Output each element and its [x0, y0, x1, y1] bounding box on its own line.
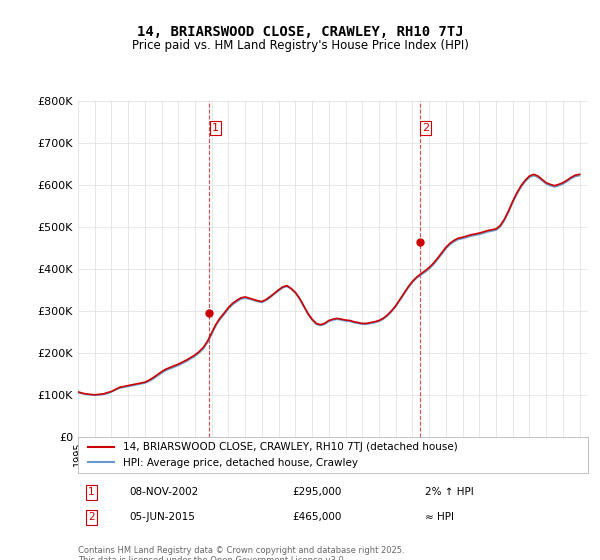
Legend: 14, BRIARSWOOD CLOSE, CRAWLEY, RH10 7TJ (detached house), HPI: Average price, de: 14, BRIARSWOOD CLOSE, CRAWLEY, RH10 7TJ … — [83, 437, 463, 473]
Text: 14, BRIARSWOOD CLOSE, CRAWLEY, RH10 7TJ: 14, BRIARSWOOD CLOSE, CRAWLEY, RH10 7TJ — [137, 25, 463, 39]
Text: Contains HM Land Registry data © Crown copyright and database right 2025.
This d: Contains HM Land Registry data © Crown c… — [78, 546, 404, 560]
Text: 08-NOV-2002: 08-NOV-2002 — [129, 487, 198, 497]
Text: Price paid vs. HM Land Registry's House Price Index (HPI): Price paid vs. HM Land Registry's House … — [131, 39, 469, 52]
Text: 1: 1 — [88, 487, 95, 497]
Text: £465,000: £465,000 — [292, 512, 341, 522]
Text: 05-JUN-2015: 05-JUN-2015 — [129, 512, 195, 522]
Text: £295,000: £295,000 — [292, 487, 341, 497]
Text: 2: 2 — [422, 123, 429, 133]
Text: ≈ HPI: ≈ HPI — [425, 512, 454, 522]
Text: 1: 1 — [212, 123, 219, 133]
Text: 2% ↑ HPI: 2% ↑ HPI — [425, 487, 473, 497]
Text: 2: 2 — [88, 512, 95, 522]
